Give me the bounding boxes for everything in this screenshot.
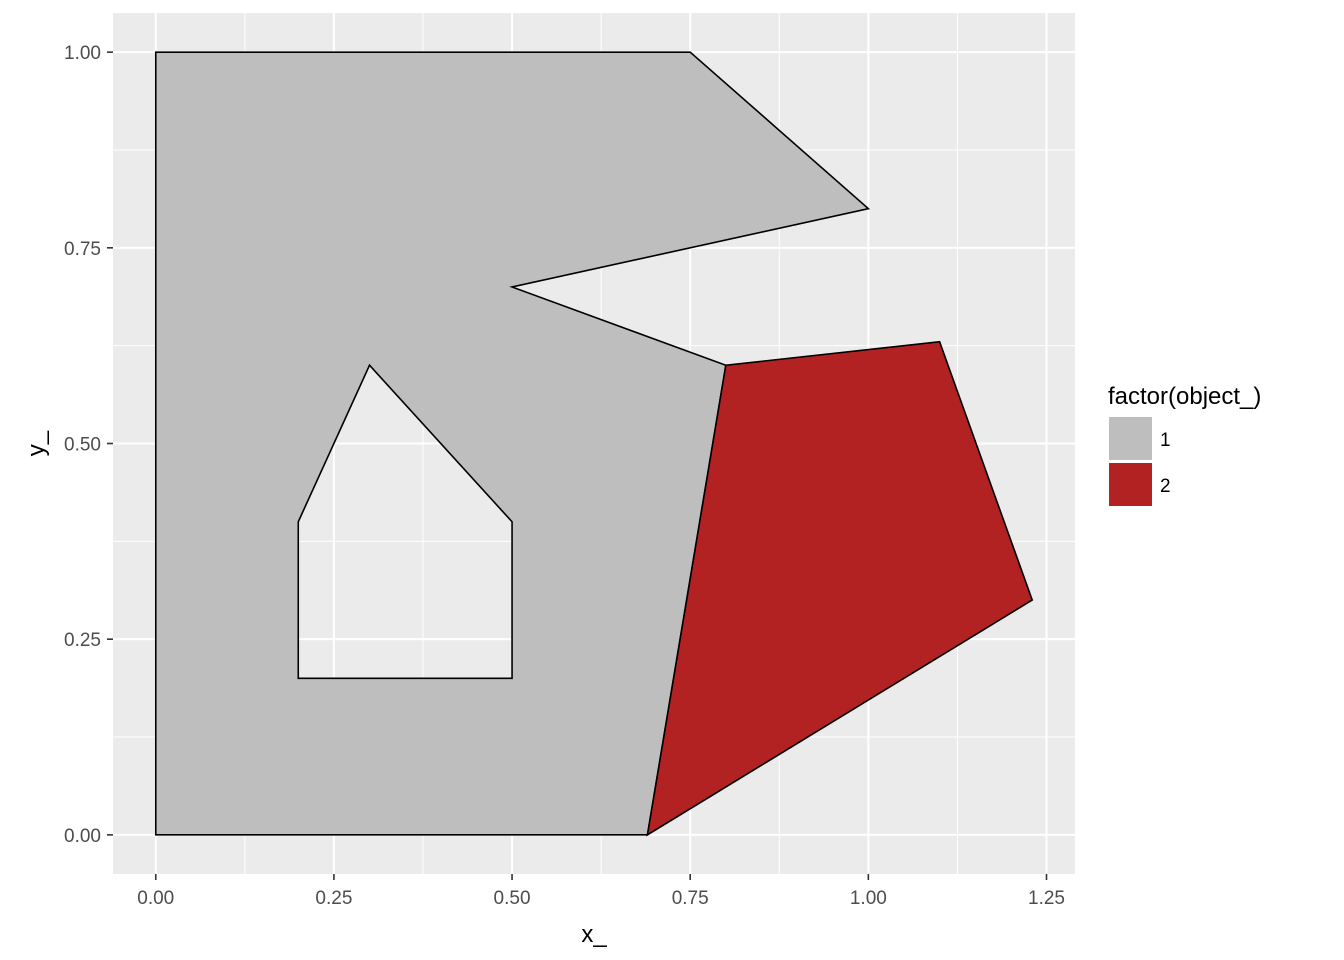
legend-label: 1 [1160,430,1171,451]
x-tick-label: 1.00 [850,888,887,909]
x-tick-label: 0.25 [315,888,352,909]
legend-label: 2 [1160,476,1171,497]
y-axis: 0.00 0.25 0.50 0.75 1.00 [64,43,113,847]
x-tick-label: 0.00 [137,888,174,909]
polygon-layer [154,51,1034,837]
y-tick-label: 0.00 [64,826,101,847]
legend-title: factor(object_) [1108,383,1261,410]
x-axis: 0.00 0.25 0.50 0.75 1.00 1.25 [137,874,1065,909]
legend-key-2 [1109,463,1152,506]
y-tick-label: 0.75 [64,239,101,260]
legend: factor(object_) 1 2 [1108,383,1261,506]
x-tick-label: 0.50 [494,888,531,909]
y-axis-title: y_ [23,430,50,456]
x-axis-title: x_ [581,921,607,948]
x-tick-label: 0.75 [672,888,709,909]
y-tick-label: 0.50 [64,435,101,456]
polygon-object-2 [646,340,1034,837]
y-tick-label: 0.25 [64,630,101,651]
y-tick-label: 1.00 [64,43,101,64]
legend-key-1 [1109,417,1152,460]
x-tick-label: 1.25 [1028,888,1065,909]
